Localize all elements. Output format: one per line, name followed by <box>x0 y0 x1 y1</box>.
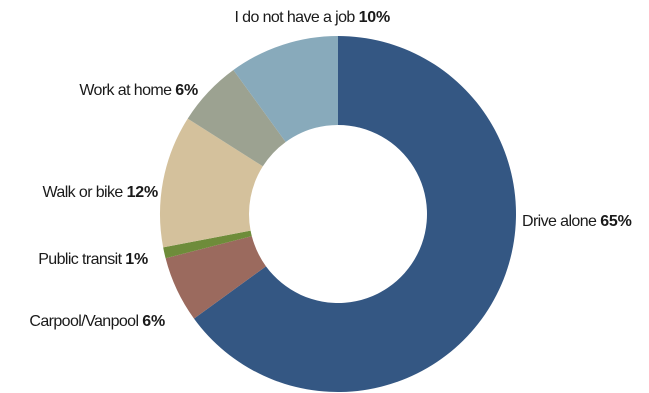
slice-value-label: 6% <box>175 82 198 99</box>
slice-value-label: 6% <box>142 313 165 330</box>
slice-category-label: I do not have a job <box>234 9 358 26</box>
slice-category-label: Drive alone <box>522 213 600 230</box>
donut-slices <box>160 36 517 393</box>
slice-value-label: 10% <box>359 9 390 26</box>
slice-category-label: Carpool/Vanpool <box>29 313 142 330</box>
label-work-at-home: Work at home 6% <box>79 82 198 99</box>
label-carpool-vanpool: Carpool/Vanpool 6% <box>29 313 165 330</box>
donut-labels: Drive alone 65% Carpool/Vanpool 6% Public … <box>29 9 631 330</box>
label-i-do-not-have-a-job: I do not have a job 10% <box>234 9 390 26</box>
slice-value-label: 12% <box>127 184 158 201</box>
slice-public-transit <box>163 230 252 259</box>
label-public-transit: Public transit 1% <box>38 251 148 268</box>
slice-drive-alone <box>193 36 517 393</box>
label-walk-or-bike: Walk or bike 12% <box>42 184 158 201</box>
slice-walk-or-bike <box>160 118 263 248</box>
slice-carpool-vanpool <box>165 236 266 319</box>
slice-category-label: Work at home <box>79 82 175 99</box>
slice-i-do-not-have-a-job <box>233 36 338 142</box>
slice-category-label: Walk or bike <box>42 184 126 201</box>
slice-value-label: 1% <box>125 251 148 268</box>
slice-category-label: Public transit <box>38 251 125 268</box>
label-drive-alone: Drive alone 65% <box>522 213 632 230</box>
slice-work-at-home <box>187 69 286 167</box>
slice-value-label: 65% <box>600 213 631 230</box>
